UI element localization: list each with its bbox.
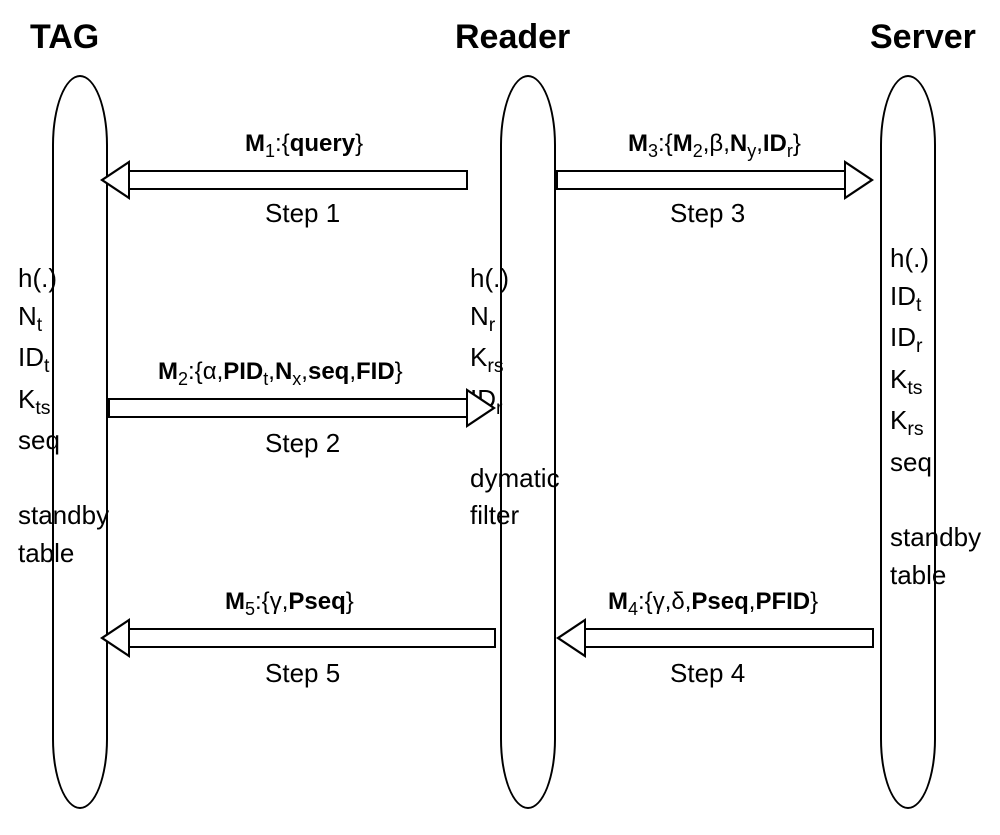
arrow-head-m4 bbox=[556, 618, 586, 658]
arrow-body-m1 bbox=[128, 170, 468, 190]
varlist-tag: h(.)NtIDtKtsseq standbytable bbox=[18, 260, 109, 573]
sequence-diagram: TAG Reader Server h(.)NtIDtKtsseq standb… bbox=[0, 0, 1000, 835]
message-label-m3: M3:{M2,β,Ny,IDr} bbox=[628, 130, 801, 162]
arrow-head-m5 bbox=[100, 618, 130, 658]
arrow-body-m5 bbox=[128, 628, 496, 648]
arrow-head-m1 bbox=[100, 160, 130, 200]
varlist-server: h(.)IDtIDrKtsKrsseq standbytable bbox=[890, 240, 981, 594]
actor-title-server: Server bbox=[870, 18, 976, 57]
arrow-body-m2 bbox=[108, 398, 468, 418]
arrow-body-m3 bbox=[556, 170, 846, 190]
step-label-m4: Step 4 bbox=[670, 658, 745, 689]
step-label-m5: Step 5 bbox=[265, 658, 340, 689]
step-label-m2: Step 2 bbox=[265, 428, 340, 459]
arrow-head-m3 bbox=[844, 160, 874, 200]
arrow-head-m2 bbox=[466, 388, 496, 428]
message-label-m4: M4:{γ,δ,Pseq,PFID} bbox=[608, 588, 818, 620]
actor-title-reader: Reader bbox=[455, 18, 570, 57]
arrow-body-m4 bbox=[584, 628, 874, 648]
step-label-m1: Step 1 bbox=[265, 198, 340, 229]
message-label-m1: M1:{query} bbox=[245, 130, 363, 162]
actor-title-tag: TAG bbox=[30, 18, 99, 57]
step-label-m3: Step 3 bbox=[670, 198, 745, 229]
message-label-m5: M5:{γ,Pseq} bbox=[225, 588, 354, 620]
message-label-m2: M2:{α,PIDt,Nx,seq,FID} bbox=[158, 358, 403, 390]
